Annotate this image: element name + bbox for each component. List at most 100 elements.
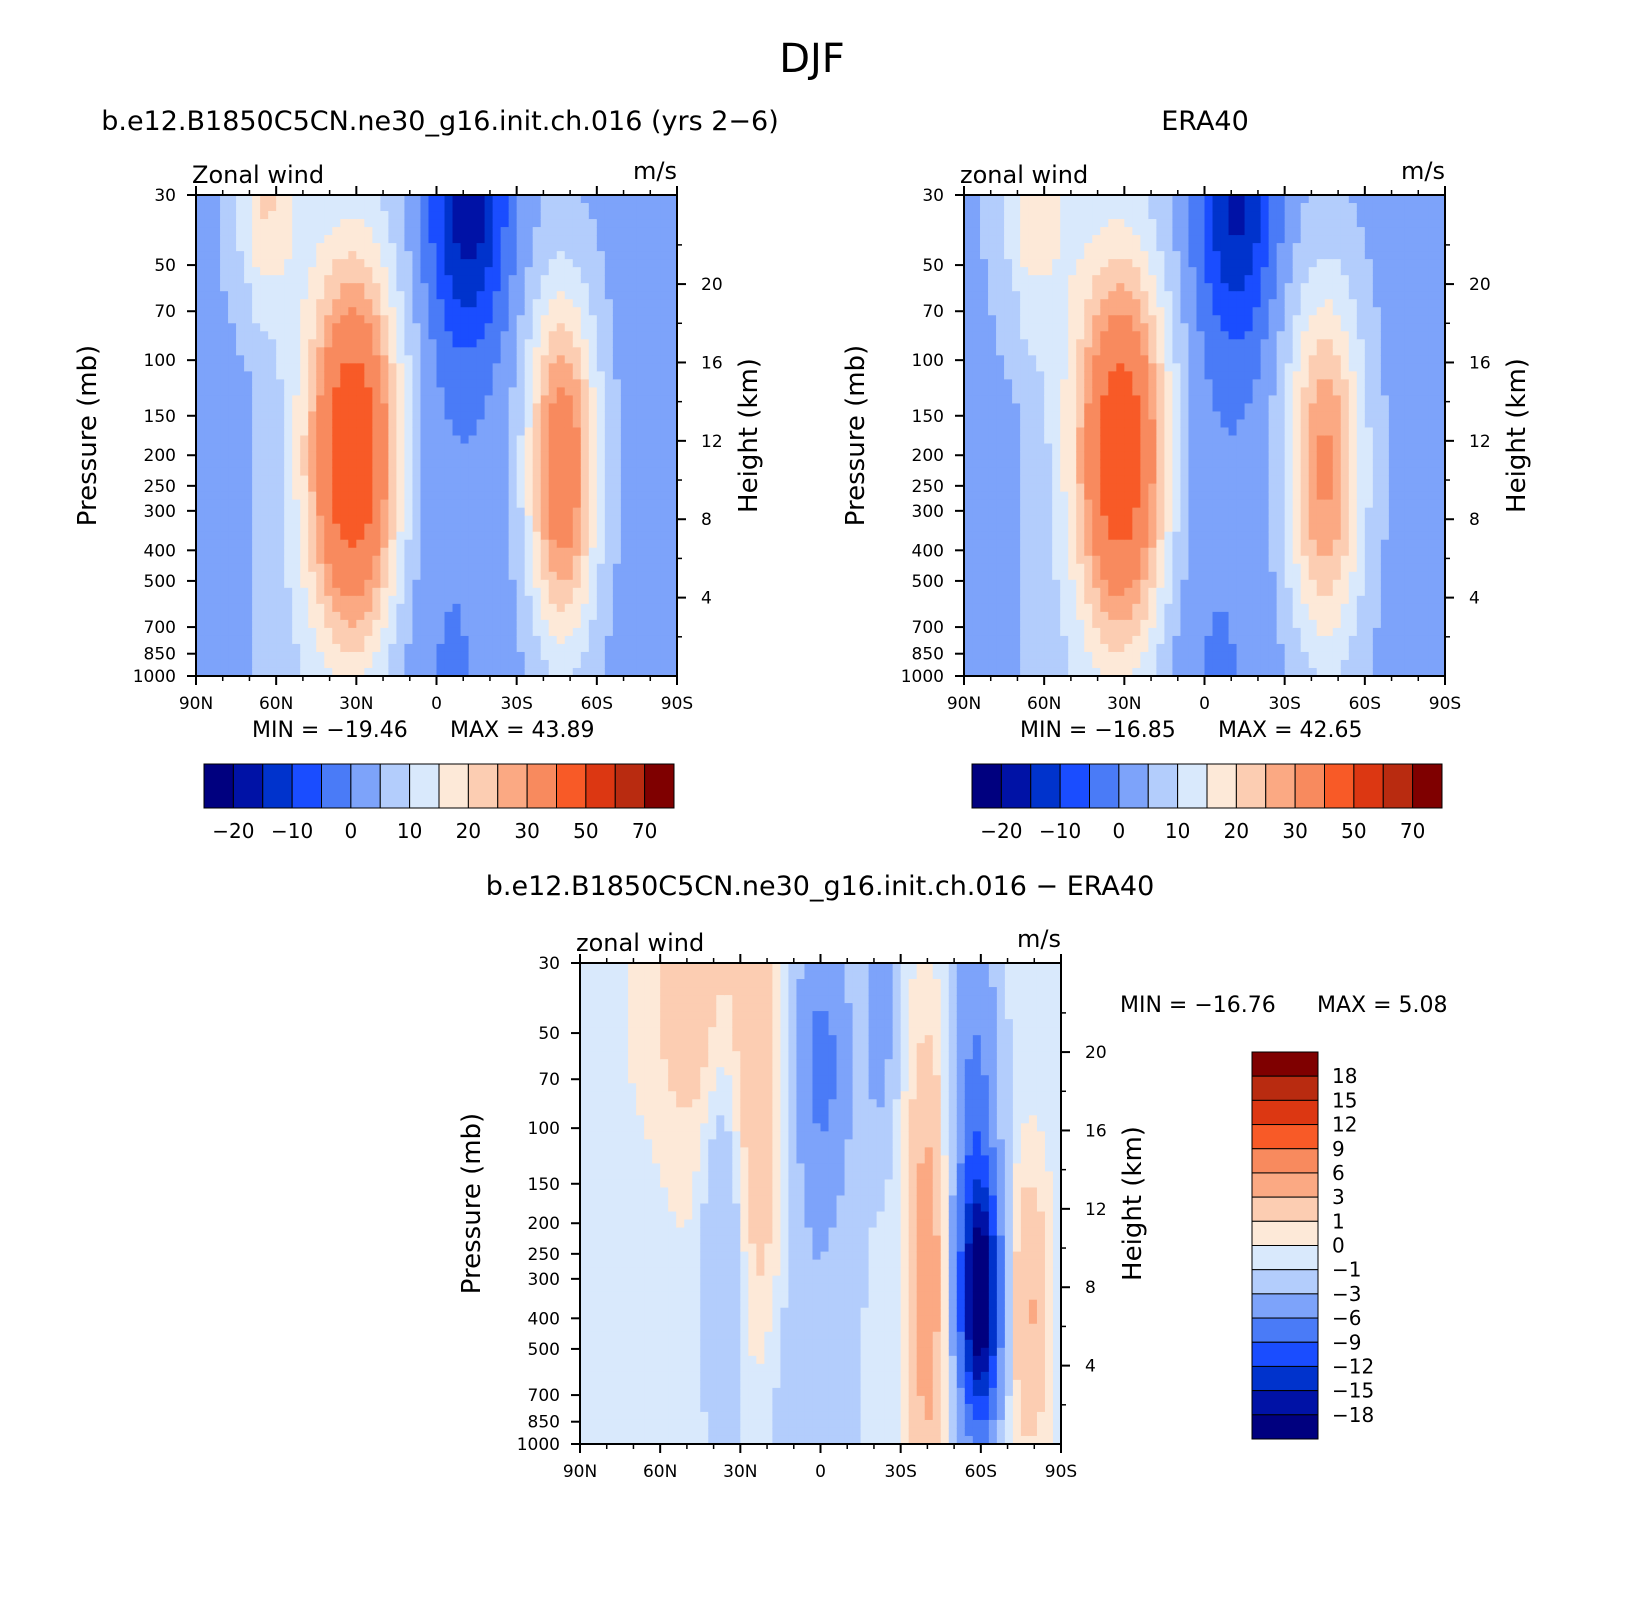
field-cell — [548, 299, 558, 308]
field-cell — [500, 443, 510, 453]
field-cell — [996, 251, 1005, 260]
field-cell — [668, 243, 678, 252]
field-cell — [220, 499, 229, 509]
field-cell — [236, 283, 245, 292]
field-cell — [500, 211, 510, 220]
field-cell — [620, 491, 630, 501]
field-cell — [652, 571, 662, 581]
field-cell — [308, 467, 317, 477]
field-cell — [196, 219, 205, 228]
field-cell — [380, 443, 389, 453]
field-cell — [1044, 571, 1053, 581]
field-cell — [372, 355, 381, 364]
field-cell — [652, 403, 662, 413]
field-cell — [1108, 227, 1117, 236]
field-cell — [476, 411, 486, 421]
field-cell — [572, 611, 582, 621]
field-cell — [268, 515, 277, 525]
field-cell — [644, 507, 654, 517]
field-cell — [1116, 291, 1125, 300]
field-cell — [564, 547, 574, 557]
field-cell — [988, 475, 997, 485]
field-cell — [1068, 339, 1077, 348]
field-cell — [1068, 291, 1077, 300]
field-cell — [396, 427, 406, 437]
y-tick-label: 200 — [144, 446, 176, 466]
field-cell — [972, 515, 981, 525]
field-cell — [564, 555, 574, 565]
field-cell — [300, 611, 309, 621]
field-cell — [292, 259, 301, 268]
field-cell — [356, 515, 365, 525]
field-cell — [284, 579, 293, 589]
field-cell — [540, 531, 550, 541]
field-cell — [620, 539, 630, 549]
field-cell — [212, 587, 221, 597]
field-cell — [1004, 595, 1013, 605]
field-cell — [332, 299, 341, 308]
field-cell — [308, 323, 317, 332]
field-cell — [988, 611, 997, 621]
field-cell — [548, 235, 558, 244]
field-cell — [548, 499, 558, 509]
field-cell — [412, 587, 422, 597]
x-tick-label: 0 — [431, 694, 442, 714]
field-cell — [484, 443, 494, 453]
field-cell — [1108, 667, 1117, 677]
field-cell — [292, 411, 301, 421]
field-cell — [460, 299, 470, 308]
field-cell — [228, 379, 237, 388]
field-cell — [204, 499, 213, 509]
colorbar-swatch — [321, 763, 352, 809]
field-cell — [396, 307, 406, 316]
field-cell — [1068, 635, 1077, 645]
field-cell — [492, 443, 502, 453]
field-cell — [1108, 435, 1117, 445]
field-cell — [668, 211, 678, 220]
field-cell — [348, 371, 357, 380]
field-cell — [436, 451, 446, 461]
field-cell — [556, 531, 566, 541]
field-cell — [244, 267, 253, 276]
field-cell — [252, 611, 261, 621]
field-cell — [1108, 475, 1117, 485]
field-cell — [564, 571, 574, 581]
field-cell — [324, 363, 333, 372]
field-cell — [340, 403, 349, 413]
field-cell — [1012, 203, 1021, 212]
field-cell — [228, 227, 237, 236]
field-cell — [444, 267, 454, 276]
field-cell — [420, 563, 430, 573]
field-cell — [652, 459, 662, 469]
field-cell — [996, 203, 1005, 212]
field-cell — [1076, 587, 1085, 597]
field-cell — [476, 507, 486, 517]
field-cell — [260, 331, 269, 340]
field-cell — [516, 203, 526, 212]
field-cell — [1084, 563, 1093, 573]
field-cell — [620, 371, 630, 380]
field-cell — [964, 427, 973, 437]
field-cell — [1044, 635, 1053, 645]
field-cell — [1060, 515, 1069, 525]
field-cell — [644, 379, 654, 388]
field-cell — [260, 475, 269, 485]
field-cell — [516, 595, 526, 605]
field-cell — [484, 547, 494, 557]
field-cell — [476, 299, 486, 308]
field-cell — [1028, 243, 1037, 252]
field-cell — [1116, 667, 1125, 677]
field-cell — [644, 539, 654, 549]
field-cell — [524, 475, 534, 485]
field-cell — [564, 259, 574, 268]
field-cell — [508, 371, 518, 380]
field-cell — [228, 459, 237, 469]
field-cell — [604, 459, 614, 469]
field-cell — [548, 275, 558, 284]
field-cell — [548, 563, 558, 573]
field-cell — [596, 259, 606, 268]
field-cell — [964, 387, 973, 397]
field-cell — [436, 283, 446, 292]
field-cell — [484, 475, 494, 485]
field-cell — [972, 347, 981, 356]
